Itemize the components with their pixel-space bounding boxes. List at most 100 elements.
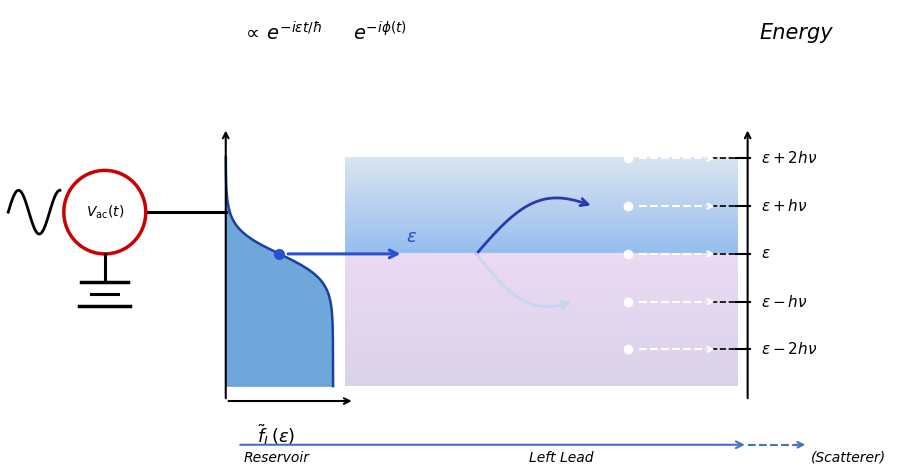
Text: $\varepsilon-h\nu$: $\varepsilon-h\nu$ (761, 294, 808, 310)
FancyBboxPatch shape (345, 293, 738, 295)
Text: Energy: Energy (759, 23, 833, 43)
FancyBboxPatch shape (345, 266, 738, 268)
FancyBboxPatch shape (345, 375, 738, 377)
FancyBboxPatch shape (345, 253, 738, 254)
FancyBboxPatch shape (345, 224, 738, 226)
Polygon shape (226, 158, 333, 386)
FancyBboxPatch shape (345, 327, 738, 329)
FancyBboxPatch shape (345, 320, 738, 321)
FancyBboxPatch shape (345, 169, 738, 171)
FancyBboxPatch shape (345, 371, 738, 373)
FancyBboxPatch shape (345, 234, 738, 236)
FancyBboxPatch shape (345, 247, 738, 249)
FancyBboxPatch shape (345, 184, 738, 186)
FancyBboxPatch shape (345, 337, 738, 338)
FancyBboxPatch shape (345, 167, 738, 169)
FancyBboxPatch shape (345, 377, 738, 379)
FancyBboxPatch shape (345, 350, 738, 352)
FancyBboxPatch shape (345, 211, 738, 213)
Text: $\varepsilon+h\nu$: $\varepsilon+h\nu$ (761, 198, 808, 214)
FancyBboxPatch shape (345, 195, 738, 197)
FancyBboxPatch shape (345, 304, 738, 306)
FancyBboxPatch shape (345, 346, 738, 348)
Text: $\varepsilon$: $\varepsilon$ (761, 246, 771, 261)
FancyBboxPatch shape (345, 261, 738, 262)
FancyBboxPatch shape (345, 175, 738, 177)
FancyBboxPatch shape (345, 268, 738, 270)
FancyBboxPatch shape (345, 243, 738, 245)
FancyBboxPatch shape (345, 276, 738, 278)
FancyBboxPatch shape (345, 177, 738, 178)
FancyBboxPatch shape (345, 369, 738, 371)
FancyBboxPatch shape (345, 220, 738, 222)
FancyBboxPatch shape (345, 367, 738, 369)
FancyBboxPatch shape (345, 207, 738, 209)
FancyBboxPatch shape (345, 291, 738, 293)
FancyBboxPatch shape (345, 300, 738, 302)
FancyBboxPatch shape (345, 362, 738, 363)
FancyBboxPatch shape (345, 251, 738, 253)
FancyBboxPatch shape (345, 333, 738, 335)
Text: $\varepsilon-2h\nu$: $\varepsilon-2h\nu$ (761, 341, 818, 357)
FancyBboxPatch shape (345, 308, 738, 310)
FancyBboxPatch shape (345, 199, 738, 201)
FancyBboxPatch shape (345, 287, 738, 289)
Text: (Scatterer): (Scatterer) (811, 451, 886, 465)
FancyBboxPatch shape (345, 262, 738, 264)
FancyBboxPatch shape (345, 279, 738, 281)
Text: $\varepsilon+2h\nu$: $\varepsilon+2h\nu$ (761, 151, 818, 167)
FancyBboxPatch shape (345, 352, 738, 354)
FancyBboxPatch shape (345, 203, 738, 205)
FancyBboxPatch shape (345, 272, 738, 274)
FancyBboxPatch shape (345, 165, 738, 167)
FancyBboxPatch shape (345, 259, 738, 261)
FancyBboxPatch shape (345, 274, 738, 276)
FancyBboxPatch shape (345, 382, 738, 384)
FancyBboxPatch shape (345, 296, 738, 298)
Text: $\propto\, e^{-i\varepsilon t/\hbar}$: $\propto\, e^{-i\varepsilon t/\hbar}$ (243, 22, 322, 45)
FancyBboxPatch shape (345, 222, 738, 224)
FancyBboxPatch shape (345, 190, 738, 192)
Text: Left Lead: Left Lead (529, 451, 594, 465)
FancyBboxPatch shape (345, 363, 738, 365)
FancyBboxPatch shape (345, 158, 738, 160)
FancyBboxPatch shape (345, 379, 738, 380)
FancyBboxPatch shape (345, 236, 738, 237)
FancyBboxPatch shape (345, 281, 738, 283)
FancyBboxPatch shape (345, 232, 738, 234)
FancyBboxPatch shape (345, 192, 738, 194)
FancyBboxPatch shape (345, 289, 738, 291)
FancyBboxPatch shape (345, 201, 738, 203)
FancyBboxPatch shape (345, 373, 738, 375)
FancyBboxPatch shape (345, 205, 738, 207)
FancyBboxPatch shape (345, 217, 738, 219)
FancyBboxPatch shape (345, 161, 738, 163)
FancyBboxPatch shape (345, 245, 738, 247)
FancyBboxPatch shape (345, 302, 738, 304)
FancyBboxPatch shape (345, 318, 738, 320)
FancyBboxPatch shape (345, 285, 738, 287)
FancyBboxPatch shape (345, 270, 738, 272)
FancyBboxPatch shape (345, 194, 738, 195)
FancyBboxPatch shape (345, 160, 738, 161)
FancyBboxPatch shape (345, 325, 738, 327)
FancyBboxPatch shape (345, 178, 738, 180)
FancyBboxPatch shape (345, 331, 738, 333)
Text: $V_{\rm ac}(t)$: $V_{\rm ac}(t)$ (86, 203, 124, 221)
FancyBboxPatch shape (345, 365, 738, 367)
FancyBboxPatch shape (345, 171, 738, 173)
FancyBboxPatch shape (345, 355, 738, 357)
FancyBboxPatch shape (345, 264, 738, 266)
FancyBboxPatch shape (345, 209, 738, 211)
FancyBboxPatch shape (345, 163, 738, 165)
FancyBboxPatch shape (345, 228, 738, 230)
FancyBboxPatch shape (345, 344, 738, 346)
FancyBboxPatch shape (345, 219, 738, 220)
FancyBboxPatch shape (345, 323, 738, 325)
FancyBboxPatch shape (345, 295, 738, 296)
FancyBboxPatch shape (345, 230, 738, 232)
FancyBboxPatch shape (345, 348, 738, 350)
FancyBboxPatch shape (345, 357, 738, 360)
FancyBboxPatch shape (345, 239, 738, 241)
FancyBboxPatch shape (345, 182, 738, 184)
